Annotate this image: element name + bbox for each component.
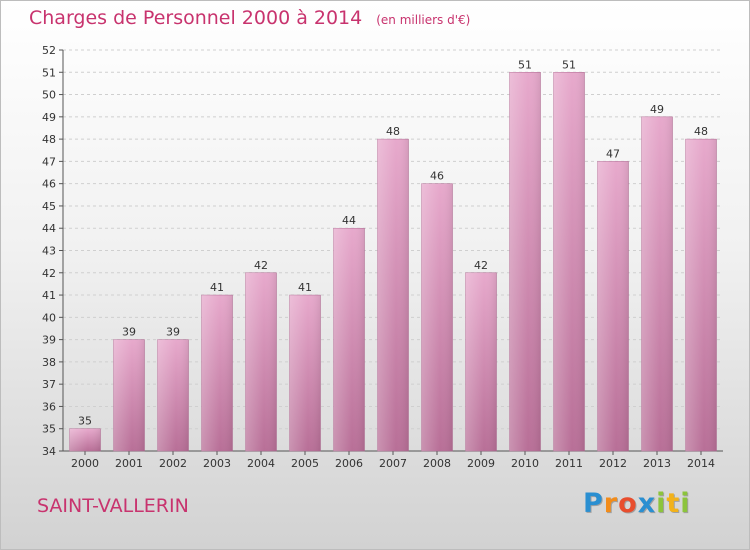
- y-tick-label: 34: [42, 445, 56, 458]
- x-tick-label-2012: 2012: [599, 457, 627, 470]
- value-label-2001: 39: [122, 326, 136, 339]
- bar-shine-2013: [641, 116, 673, 451]
- bar-shine-2008: [421, 183, 453, 451]
- x-tick-label-2009: 2009: [467, 457, 495, 470]
- bar-shine-2007: [377, 139, 409, 451]
- logo-letter: r: [603, 488, 619, 519]
- proxiti-logo: Proxiti: [583, 488, 691, 519]
- bar-shine-2005: [289, 295, 321, 451]
- logo-letter: P: [583, 488, 604, 519]
- y-tick-label: 49: [42, 111, 56, 124]
- x-tick-label-2005: 2005: [291, 457, 319, 470]
- logo-letter: i: [656, 488, 667, 519]
- value-label-2004: 42: [254, 259, 268, 272]
- value-label-2012: 47: [606, 147, 620, 160]
- x-tick-label-2001: 2001: [115, 457, 143, 470]
- y-tick-label: 41: [42, 289, 56, 302]
- y-tick-label: 52: [42, 44, 56, 57]
- x-tick-label-2002: 2002: [159, 457, 187, 470]
- value-label-2003: 41: [210, 281, 224, 294]
- bars: 35 39 39 41 42 41 44 48 46 42 51 51 47 49 48: [69, 58, 717, 452]
- bar-shine-2009: [465, 272, 497, 451]
- value-label-2007: 48: [386, 125, 400, 138]
- y-tick-label: 43: [42, 245, 56, 258]
- x-tick-label-2006: 2006: [335, 457, 363, 470]
- y-tick-label: 46: [42, 178, 56, 191]
- logo-letter: x: [637, 488, 657, 519]
- x-tick-label-2008: 2008: [423, 457, 451, 470]
- bar-shine-2014: [685, 139, 717, 451]
- y-tick-label: 35: [42, 423, 56, 436]
- value-label-2011: 51: [562, 58, 576, 71]
- x-tick-label-2007: 2007: [379, 457, 407, 470]
- x-tick-label-2004: 2004: [247, 457, 275, 470]
- bar-shine-2006: [333, 228, 365, 451]
- chart-title-text: Charges de Personnel 2000 à 2014: [29, 7, 363, 29]
- y-tick-label: 37: [42, 378, 56, 391]
- value-label-2008: 46: [430, 170, 444, 183]
- bar-shine-2001: [113, 339, 145, 451]
- x-tick-label-2011: 2011: [555, 457, 583, 470]
- value-label-2014: 48: [694, 125, 708, 138]
- y-tick-label: 40: [42, 311, 56, 324]
- y-tick-label: 42: [42, 267, 56, 280]
- city-name: SAINT-VALLERIN: [37, 495, 189, 517]
- y-tick-label: 44: [42, 222, 56, 235]
- logo-letter: o: [618, 488, 638, 519]
- value-label-2005: 41: [298, 281, 312, 294]
- bar-shine-2003: [201, 295, 233, 451]
- bar-shine-2002: [157, 339, 189, 451]
- logo-letter: t: [666, 488, 681, 519]
- bar-shine-2010: [509, 72, 541, 452]
- bar-shine-2000: [69, 428, 101, 451]
- value-label-2010: 51: [518, 58, 532, 71]
- bar-shine-2012: [597, 161, 629, 451]
- chart-title: Charges de Personnel 2000 à 2014 (en mill…: [29, 7, 470, 29]
- y-tick-label: 48: [42, 133, 56, 146]
- x-tick-label-2014: 2014: [687, 457, 715, 470]
- chart-subtitle: (en milliers d'€): [376, 13, 471, 27]
- logo-letter: i: [680, 488, 691, 519]
- value-label-2000: 35: [78, 415, 92, 428]
- y-tick-label: 38: [42, 356, 56, 369]
- value-label-2006: 44: [342, 214, 356, 227]
- value-label-2002: 39: [166, 326, 180, 339]
- x-tick-label-2013: 2013: [643, 457, 671, 470]
- value-label-2013: 49: [650, 103, 664, 116]
- y-tick-label: 47: [42, 155, 56, 168]
- y-tick-label: 45: [42, 200, 56, 213]
- y-tick-label: 36: [42, 400, 56, 413]
- y-tick-label: 39: [42, 334, 56, 347]
- y-tick-label: 50: [42, 89, 56, 102]
- x-tick-label-2000: 2000: [71, 457, 99, 470]
- x-tick-label-2003: 2003: [203, 457, 231, 470]
- bar-shine-2004: [245, 272, 277, 451]
- x-tick-label-2010: 2010: [511, 457, 539, 470]
- bar-shine-2011: [553, 72, 585, 452]
- y-tick-label: 51: [42, 66, 56, 79]
- value-label-2009: 42: [474, 259, 488, 272]
